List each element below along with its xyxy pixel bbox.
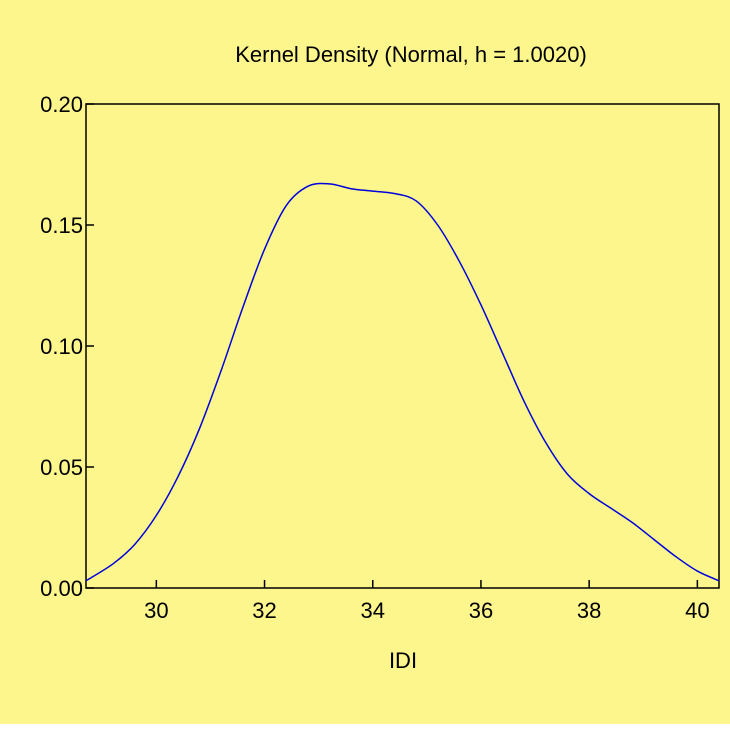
y-tick-label: 0.05 xyxy=(40,455,83,480)
y-tick-label: 0.10 xyxy=(40,334,83,359)
x-axis: 30 32 34 36 38 40 xyxy=(144,580,710,623)
y-tick-label: 0.20 xyxy=(40,92,83,117)
chart-title: Kernel Density (Normal, h = 1.0020) xyxy=(235,42,587,67)
x-tick-label: 36 xyxy=(469,598,493,623)
x-tick-label: 30 xyxy=(144,598,168,623)
x-tick-label: 32 xyxy=(252,598,276,623)
x-tick-label: 38 xyxy=(577,598,601,623)
y-tick-label: 0.00 xyxy=(40,576,83,601)
x-tick-label: 34 xyxy=(361,598,385,623)
y-axis: 0.00 0.05 0.10 0.15 0.20 xyxy=(40,92,94,601)
series-line-density xyxy=(85,182,720,582)
x-tick-label: 40 xyxy=(685,598,709,623)
x-axis-label: IDI xyxy=(389,648,417,673)
y-tick-label: 0.15 xyxy=(40,213,83,238)
